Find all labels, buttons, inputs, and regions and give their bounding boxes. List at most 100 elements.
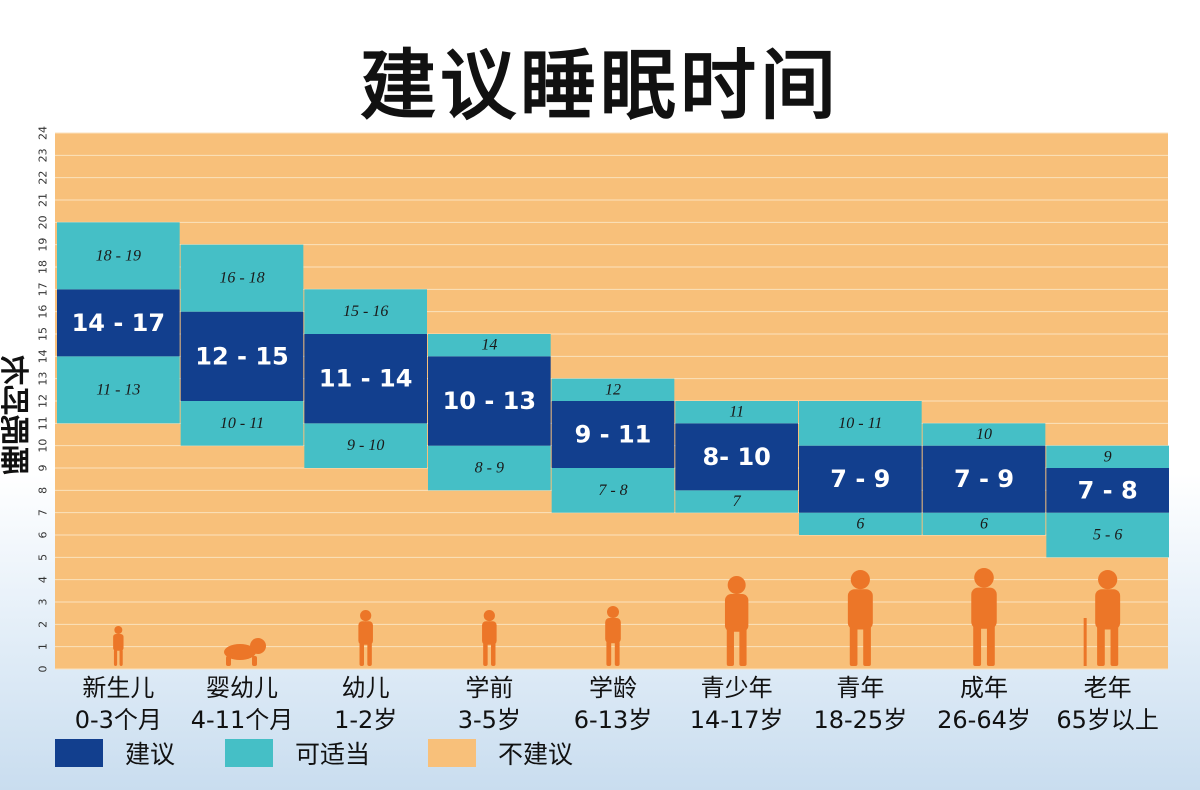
band-label-low: 7 - 8 bbox=[598, 482, 627, 499]
icon-body bbox=[1095, 589, 1121, 630]
band-may-be-appropriate-high bbox=[304, 289, 427, 334]
icon-limb bbox=[226, 656, 231, 666]
adult-icon bbox=[971, 568, 997, 666]
band-label-high: 9 bbox=[1104, 448, 1112, 465]
icon-body bbox=[971, 587, 997, 629]
band-label-high: 11 bbox=[729, 404, 744, 421]
infant-silhouette-icon bbox=[113, 626, 124, 666]
y-tick-label: 15 bbox=[37, 327, 50, 341]
y-tick-label: 1 bbox=[37, 643, 50, 650]
band-recommended bbox=[428, 356, 551, 446]
y-tick-label: 22 bbox=[37, 171, 50, 185]
icon-head bbox=[114, 626, 123, 634]
elderly-with-cane-icon bbox=[1083, 570, 1121, 666]
y-tick-label: 14 bbox=[37, 349, 50, 363]
icon-head bbox=[974, 568, 994, 588]
band-recommended bbox=[799, 445, 922, 513]
icon-body bbox=[113, 634, 124, 651]
x-label-group: 婴幼儿 bbox=[206, 674, 278, 702]
icon-leg bbox=[119, 649, 123, 666]
icon-head bbox=[727, 576, 746, 594]
chart-title: 建议睡眠时间 bbox=[360, 41, 840, 130]
band-may-be-appropriate-high bbox=[922, 423, 1046, 446]
icon-limb bbox=[252, 656, 257, 666]
icon-leg bbox=[863, 625, 871, 666]
x-label-age-range: 1-2岁 bbox=[334, 706, 397, 734]
band-may-be-appropriate-low bbox=[551, 468, 675, 513]
legend-label-may-be-appropriate: 可适当 bbox=[295, 740, 371, 769]
band-may-be-appropriate-low bbox=[180, 401, 304, 446]
band-label-low: 6 bbox=[856, 515, 864, 532]
legend-swatch-may-be-appropriate bbox=[225, 739, 273, 767]
y-tick-label: 23 bbox=[37, 148, 50, 162]
band-labels: 11 - 13 14 - 17 18 - 19 10 - 11 12 - 15 16 - … bbox=[72, 247, 1138, 543]
y-tick-label: 16 bbox=[37, 305, 50, 319]
x-label-age-range: 18-25岁 bbox=[813, 706, 907, 734]
icon-body bbox=[224, 644, 256, 660]
band-may-be-appropriate-high bbox=[428, 334, 551, 357]
x-axis-labels: 新生儿 0-3个月 婴幼儿 4-11个月 幼儿 1-2岁 学前 3-5岁 学龄 6-13岁 青少年 1… bbox=[75, 674, 1159, 734]
band-label-high: 12 bbox=[605, 381, 621, 398]
band-label-recommended: 14 - 17 bbox=[72, 309, 165, 337]
icon-cane bbox=[1083, 618, 1087, 666]
band-recommended bbox=[304, 334, 427, 424]
band-label-high: 15 - 16 bbox=[343, 303, 388, 320]
band-label-low: 7 bbox=[733, 493, 742, 510]
y-axis-label: 睡眠时长 bbox=[1, 355, 36, 475]
band-label-high: 10 bbox=[976, 426, 992, 443]
band-recommended bbox=[1046, 468, 1169, 513]
icon-leg bbox=[986, 624, 995, 666]
y-tick-label: 20 bbox=[37, 215, 50, 229]
school-child-icon bbox=[605, 606, 621, 666]
icon-leg bbox=[1110, 625, 1119, 666]
icon-body bbox=[847, 589, 873, 630]
y-tick-label: 24 bbox=[37, 126, 50, 140]
icon-leg bbox=[739, 628, 747, 666]
x-label-age-range: 14-17岁 bbox=[690, 706, 784, 734]
y-tick-label: 8 bbox=[37, 487, 50, 494]
crawling-baby-icon bbox=[224, 638, 266, 666]
x-label-group: 青少年 bbox=[701, 674, 773, 702]
legend-label-not-recommended: 不建议 bbox=[498, 740, 574, 769]
icon-leg bbox=[491, 642, 496, 666]
band-label-high: 14 bbox=[481, 337, 497, 354]
x-label-group: 老年 bbox=[1084, 674, 1132, 702]
icon-leg bbox=[113, 649, 118, 666]
y-tick-label: 17 bbox=[37, 282, 50, 296]
band-label-high: 10 - 11 bbox=[838, 415, 882, 432]
band-may-be-appropriate-low bbox=[428, 445, 551, 491]
band-label-low: 6 bbox=[980, 515, 988, 532]
band-label-low: 9 - 10 bbox=[347, 437, 384, 454]
band-label-recommended: 12 - 15 bbox=[195, 342, 288, 370]
x-label-group: 学龄 bbox=[589, 674, 637, 702]
icon-head bbox=[360, 610, 372, 622]
band-recommended bbox=[922, 445, 1046, 513]
legend-item-not-recommended: 不建议 bbox=[428, 736, 573, 770]
bands bbox=[57, 222, 1169, 558]
x-label-age-range: 0-3个月 bbox=[75, 706, 162, 734]
y-tick-label: 3 bbox=[37, 599, 50, 606]
x-label-age-range: 3-5岁 bbox=[458, 706, 521, 734]
x-label-group: 新生儿 bbox=[82, 674, 154, 702]
icon-head bbox=[1098, 570, 1118, 590]
legend-item-recommended: 建议 bbox=[55, 736, 175, 770]
icon-leg bbox=[849, 625, 858, 666]
x-label-group: 成年 bbox=[960, 674, 1008, 702]
icon-head bbox=[607, 606, 619, 618]
band-may-be-appropriate-low bbox=[799, 512, 922, 535]
icon-leg bbox=[483, 642, 488, 666]
teen-icon bbox=[724, 576, 749, 666]
icon-body bbox=[605, 618, 621, 644]
toddler-icon bbox=[358, 610, 373, 666]
band-may-be-appropriate-high bbox=[1046, 445, 1169, 468]
y-tick-label: 5 bbox=[37, 554, 50, 561]
icon-body bbox=[724, 594, 749, 632]
x-label-age-range: 65岁以上 bbox=[1056, 706, 1159, 734]
band-may-be-appropriate-high bbox=[675, 401, 798, 424]
icon-leg bbox=[973, 624, 982, 666]
band-may-be-appropriate-low bbox=[922, 512, 1046, 535]
band-label-recommended: 9 - 11 bbox=[575, 421, 652, 449]
icon-leg bbox=[614, 640, 620, 666]
